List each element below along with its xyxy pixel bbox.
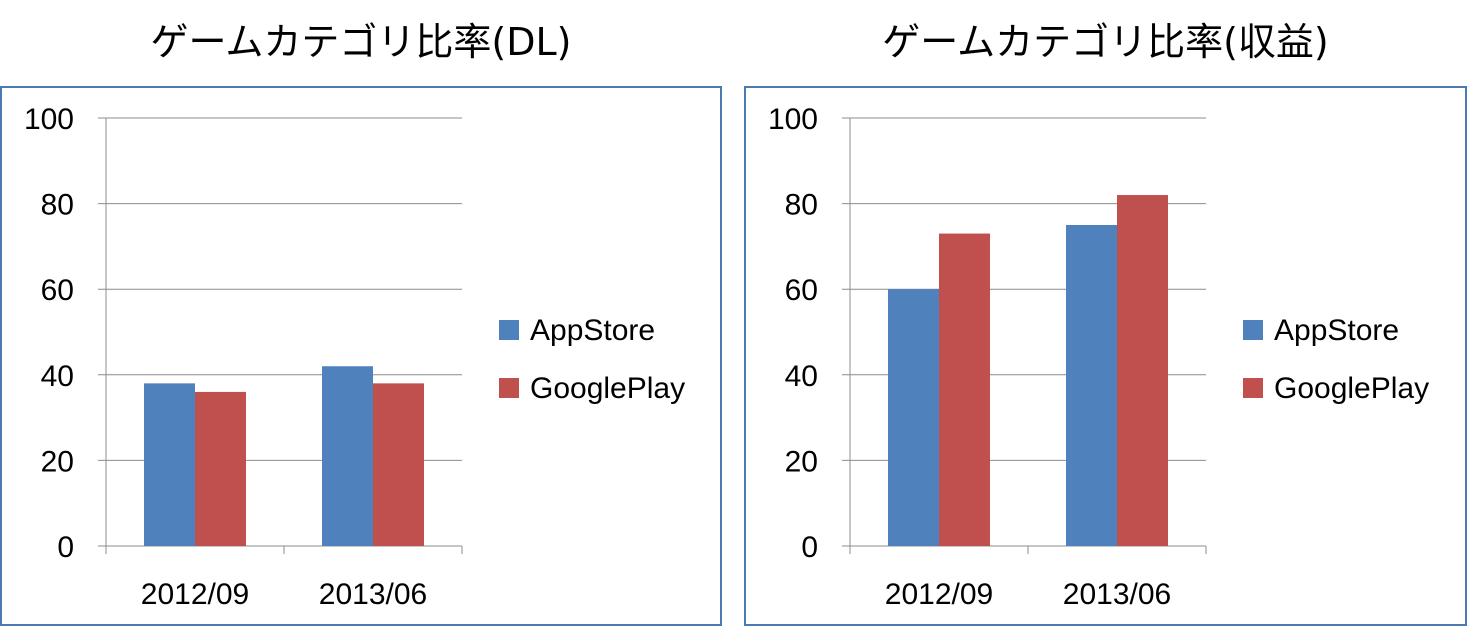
x-category-label: 2012/09 [885,578,993,611]
x-category-label: 2013/06 [1063,578,1171,611]
chart-title-revenue: ゲームカテゴリ比率(収益) [882,20,1329,64]
bar-googleplay-0 [939,233,990,546]
y-tick-label: 0 [801,531,818,564]
bar-googleplay-1 [373,383,424,546]
bar-appstore-1 [322,366,373,546]
y-tick-label: 60 [41,274,74,307]
legend-label-appstore: AppStore [530,314,655,347]
y-tick-label: 80 [785,189,818,222]
bar-appstore-0 [144,383,195,546]
bar-chart-revenue: 0 20 40 60 80 100 2012/09 2013/06 AppStore Google… [768,103,1429,611]
bar-appstore-1 [1066,225,1117,546]
bar-appstore-0 [888,289,939,546]
bar-googleplay-0 [195,391,246,546]
y-tick-label: 40 [41,360,74,393]
y-tick-label: 40 [785,360,818,393]
legend-swatch-appstore [1243,320,1263,340]
legend-label-googleplay: GooglePlay [1274,372,1429,405]
x-category-label: 2013/06 [319,578,427,611]
legend-swatch-googleplay [499,378,519,398]
x-category-label: 2012/09 [141,578,249,611]
legend-label-appstore: AppStore [1274,314,1399,347]
chart-frame-revenue: 0 20 40 60 80 100 2012/09 2013/06 AppStore Google… [744,86,1467,626]
chart-title-dl: ゲームカテゴリ比率(DL) [150,20,572,64]
y-tick-label: 20 [785,445,818,478]
y-tick-label: 100 [768,103,818,136]
bar-googleplay-1 [1117,195,1168,546]
legend-label-googleplay: GooglePlay [530,372,685,405]
y-tick-label: 60 [785,274,818,307]
y-tick-label: 0 [57,531,74,564]
legend-swatch-googleplay [1243,378,1263,398]
y-tick-label: 80 [41,189,74,222]
legend-swatch-appstore [499,320,519,340]
chart-frame-dl: 0 20 40 60 80 100 2012/09 2013/06 AppStore Google… [0,86,722,626]
y-tick-label: 100 [24,103,74,136]
bar-chart-dl: 0 20 40 60 80 100 2012/09 2013/06 AppStore Google… [24,103,685,611]
y-tick-label: 20 [41,445,74,478]
